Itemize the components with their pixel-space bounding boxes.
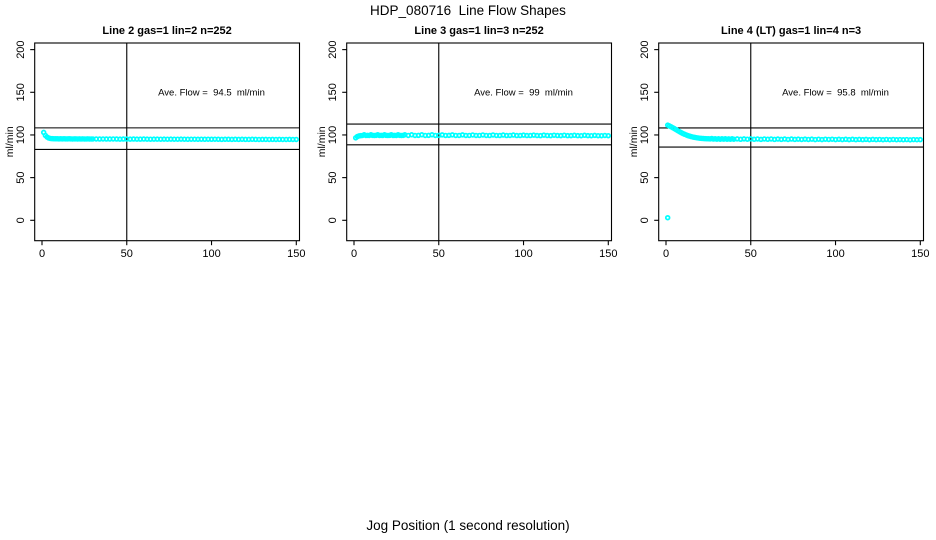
x-tick-label: 0	[663, 248, 669, 260]
y-tick-label: 150	[639, 83, 651, 101]
y-tick-label: 50	[327, 172, 339, 184]
data-points	[40, 129, 300, 143]
panel-3: 0 50 100 150 0 50 100 150 200 ml/min Line 4 (LT) g…	[628, 25, 929, 260]
data-point	[293, 136, 300, 143]
y-tick-label: 0	[639, 217, 651, 223]
plot-box	[658, 42, 925, 242]
figure-title: HDP_080716 Line Flow Shapes	[370, 3, 566, 18]
x-axis-label: Jog Position (1 second resolution)	[366, 518, 570, 533]
panel-1: 0 50 100 150 0 50 100 150 200 ml/min Line 2 gas=1 …	[4, 25, 305, 260]
y-tick-label: 0	[327, 217, 339, 223]
x-tick-label: 100	[202, 248, 220, 260]
x-tick-label: 100	[826, 248, 844, 260]
x-tick-label: 150	[599, 248, 617, 260]
data-point	[605, 132, 612, 139]
y-tick-label: 100	[639, 126, 651, 144]
plot-box	[34, 42, 301, 242]
y-axis-label: ml/min	[316, 126, 328, 157]
y-tick-label: 50	[15, 172, 27, 184]
x-tick-label: 50	[121, 248, 133, 260]
data-point	[917, 136, 924, 143]
y-tick-label: 200	[15, 40, 27, 58]
y-axis-label: ml/min	[628, 126, 640, 157]
x-tick-label: 150	[911, 248, 929, 260]
ave-flow-label: Ave. Flow = 94.5 ml/min	[158, 88, 265, 99]
x-tick-label: 50	[433, 248, 445, 260]
y-tick-label: 150	[15, 83, 27, 101]
y-tick-label: 100	[15, 126, 27, 144]
x-tick-label: 100	[514, 248, 532, 260]
x-tick-label: 0	[351, 248, 357, 260]
panel-title: Line 2 gas=1 lin=2 n=252	[102, 25, 231, 37]
x-tick-label: 50	[745, 248, 757, 260]
y-tick-label: 200	[327, 40, 339, 58]
y-tick-label: 100	[327, 126, 339, 144]
x-tick-label: 150	[287, 248, 305, 260]
panel-title: Line 3 gas=1 lin=3 n=252	[414, 25, 543, 37]
y-tick-label: 150	[327, 83, 339, 101]
data-points	[352, 131, 612, 141]
y-axis-label: ml/min	[4, 126, 16, 157]
y-tick-label: 50	[639, 172, 651, 184]
outlier-point	[664, 214, 671, 221]
panel-title: Line 4 (LT) gas=1 lin=4 n=3	[721, 25, 861, 37]
plot-box	[346, 42, 613, 242]
data-points	[664, 122, 924, 221]
y-tick-label: 0	[15, 217, 27, 223]
ave-flow-label: Ave. Flow = 99 ml/min	[474, 88, 573, 99]
ave-flow-label: Ave. Flow = 95.8 ml/min	[782, 88, 889, 99]
x-tick-label: 0	[39, 248, 45, 260]
panel-2: 0 50 100 150 0 50 100 150 200 ml/min Line 3 gas=1 …	[316, 25, 617, 260]
y-tick-label: 200	[639, 40, 651, 58]
